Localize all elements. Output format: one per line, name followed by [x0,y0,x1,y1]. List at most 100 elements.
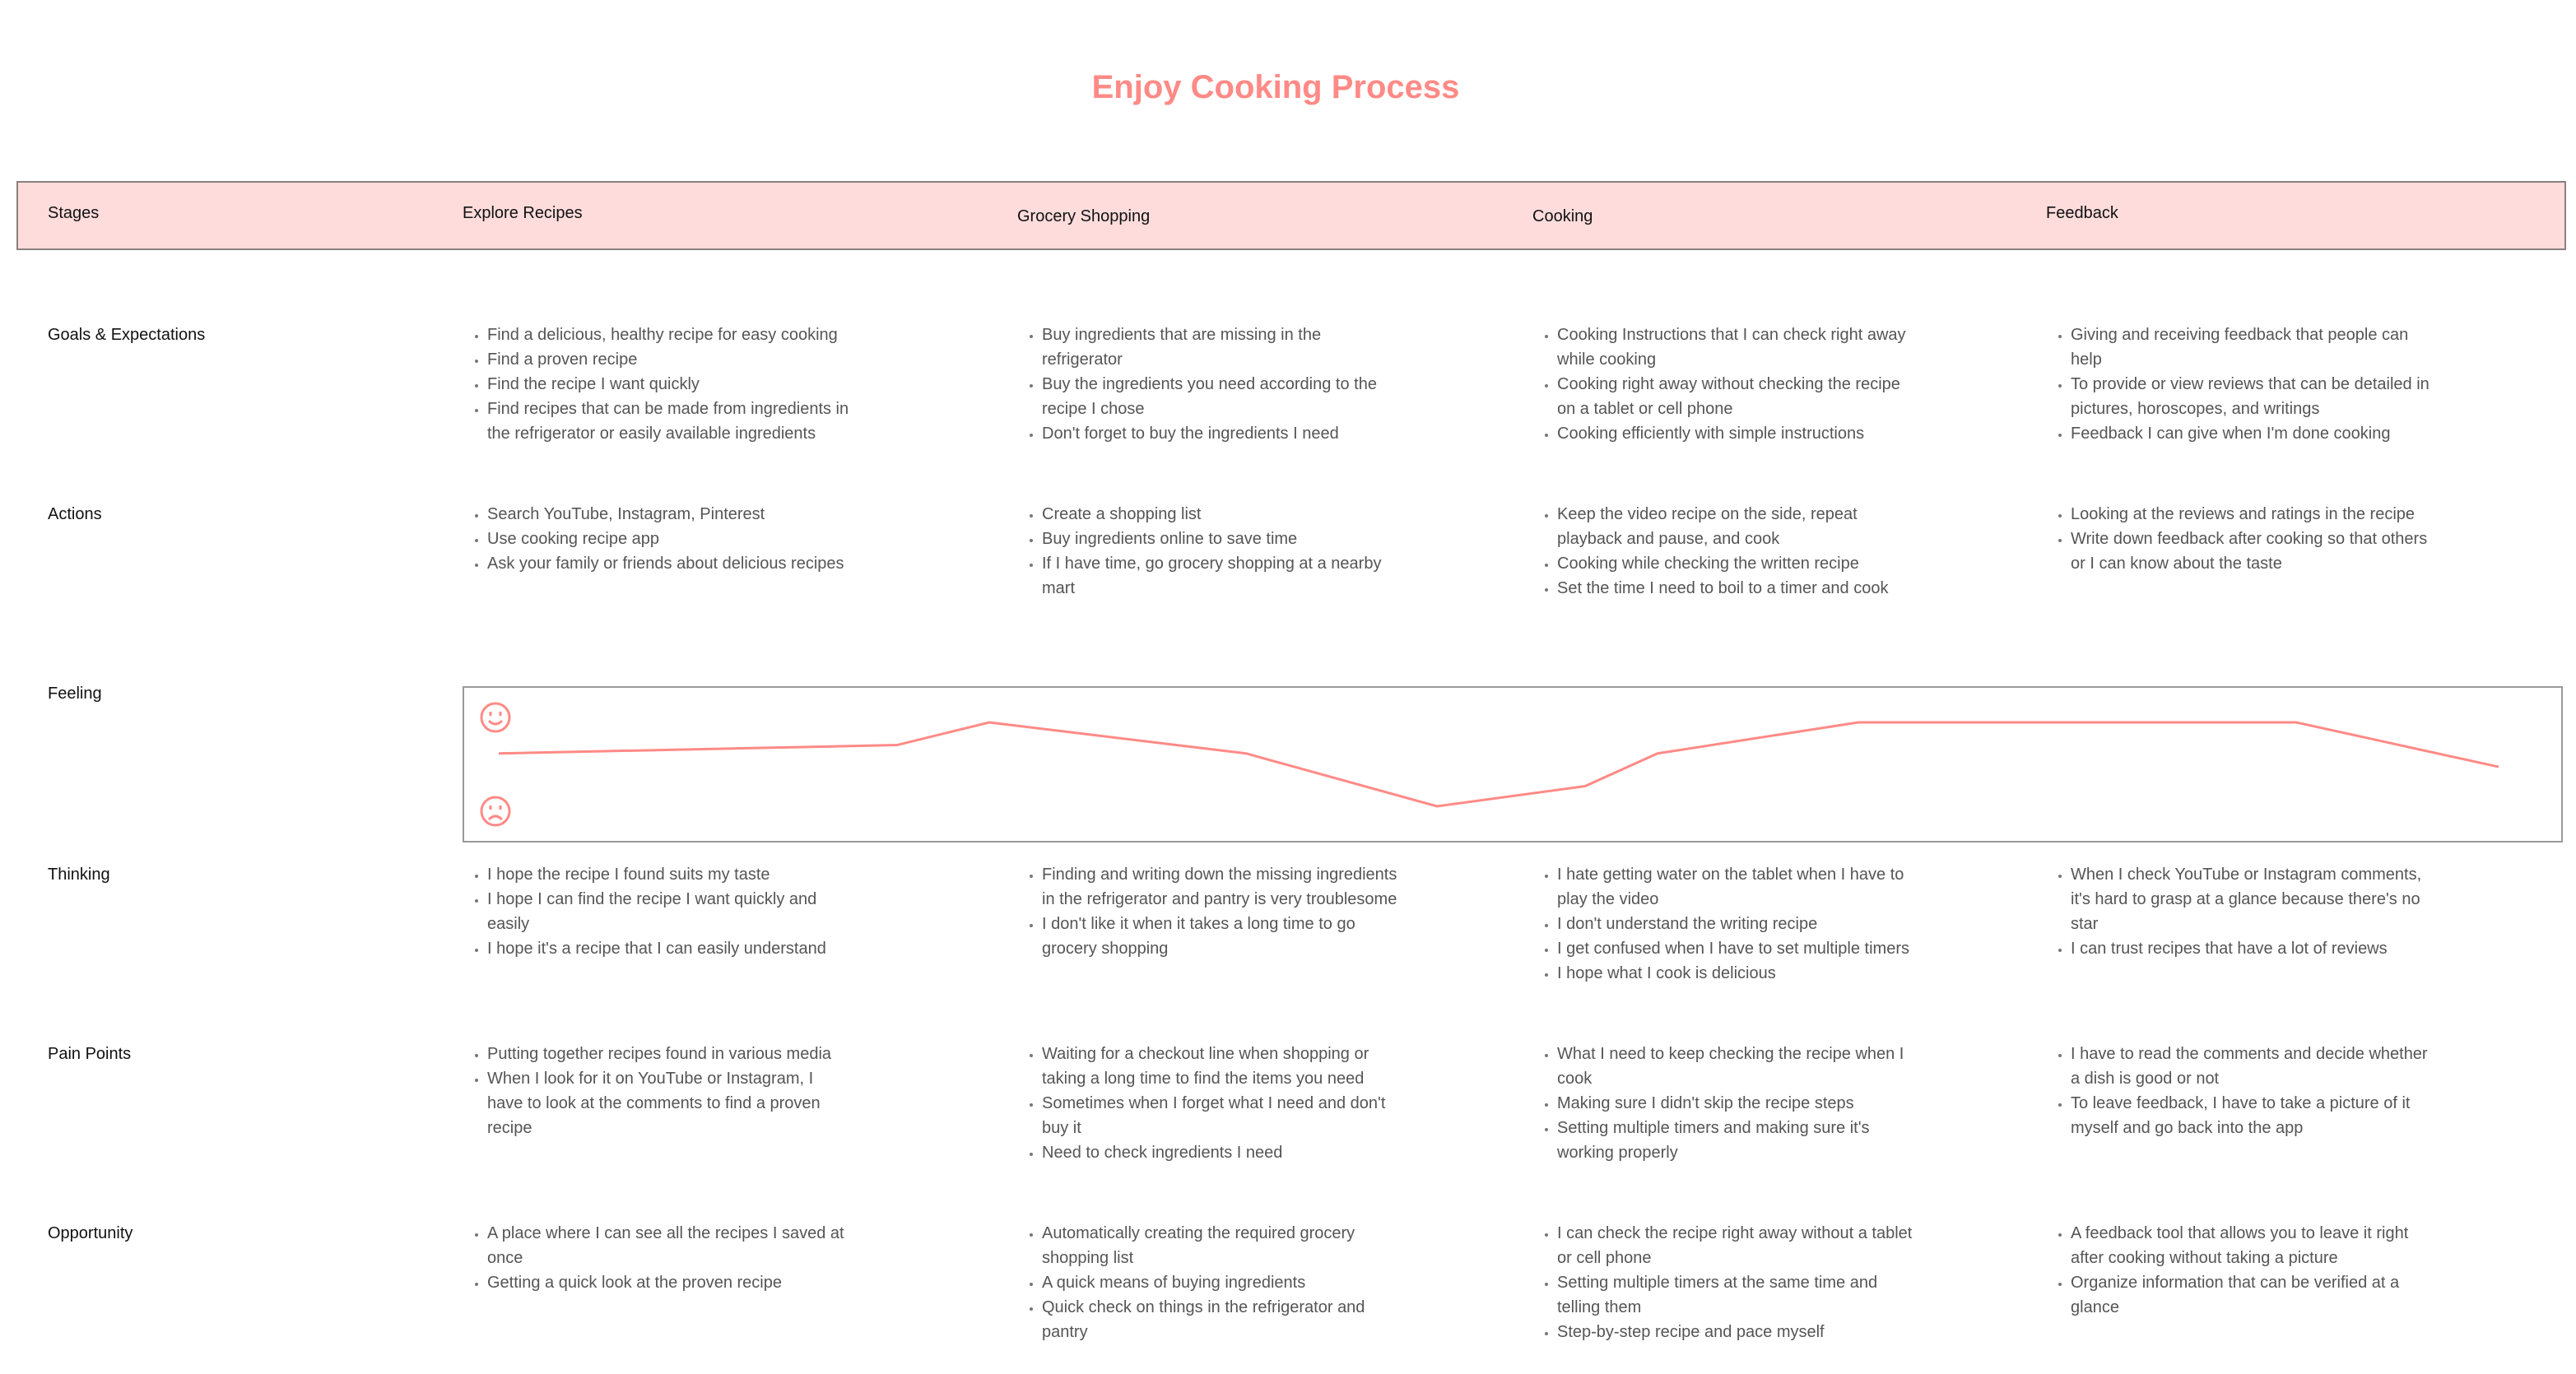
bullet-list: Giving and receiving feedback that peopl… [2046,323,2433,446]
list-item: I can trust recipes that have a lot of r… [2071,936,2433,961]
list-item: Feedback I can give when I'm done cookin… [2071,421,2433,446]
list-item: Don't forget to buy the ingredients I ne… [1042,421,1404,446]
list-item: Cooking right away without checking the … [1557,372,1919,421]
list-item: Quick check on things in the refrigerato… [1042,1295,1404,1344]
bullet-list: A place where I can see all the recipes … [463,1221,849,1295]
list-item: I hope what I cook is delicious [1557,961,1919,986]
row-label: Feeling [48,685,102,703]
list-item: I don't understand the writing recipe [1557,912,1919,936]
bullet-list: Buy ingredients that are missing in the … [1017,323,1404,446]
bullet-list: Find a delicious, healthy recipe for eas… [463,323,849,446]
stage-explore-recipes: Explore Recipes [463,204,583,222]
stage-cell: Giving and receiving feedback that peopl… [2046,323,2433,446]
bullet-list: Looking at the reviews and ratings in th… [2046,502,2433,576]
list-item: Giving and receiving feedback that peopl… [2071,323,2433,372]
list-item: I have to read the comments and decide w… [2071,1042,2433,1091]
stage-cell: A feedback tool that allows you to leave… [2046,1221,2433,1320]
list-item: To provide or view reviews that can be d… [2071,372,2433,421]
feeling-line [498,721,2499,808]
list-item: Sometimes when I forget what I need and … [1042,1091,1404,1140]
bullet-list: A feedback tool that allows you to leave… [2046,1221,2433,1320]
page-title: Enjoy Cooking Process [1091,69,1460,105]
list-item: I don't like it when it takes a long tim… [1042,912,1404,961]
list-item: Step-by-step recipe and pace myself [1557,1320,1919,1344]
smile-icon [480,702,511,733]
stages-header: Stages Explore Recipes Grocery Shopping … [16,181,2566,250]
list-item: Find the recipe I want quickly [487,372,849,397]
list-item: Setting multiple timers and making sure … [1557,1116,1919,1165]
list-item: Setting multiple timers at the same time… [1557,1270,1919,1320]
bullet-list: Putting together recipes found in variou… [463,1042,849,1140]
bullet-list: I hope the recipe I found suits my taste… [463,862,849,961]
list-item: Set the time I need to boil to a timer a… [1557,576,1919,601]
stage-cell: Search YouTube, Instagram, PinterestUse … [463,502,849,576]
list-item: Cooking efficiently with simple instruct… [1557,421,1919,446]
stage-cell: Cooking Instructions that I can check ri… [1532,323,1919,446]
list-item: Find recipes that can be made from ingre… [487,397,849,446]
list-item: Buy the ingredients you need according t… [1042,372,1404,421]
list-item: If I have time, go grocery shopping at a… [1042,551,1404,601]
stage-cell: Buy ingredients that are missing in the … [1017,323,1404,446]
list-item: I hope I can find the recipe I want quic… [487,887,849,936]
list-item: Cooking Instructions that I can check ri… [1557,323,1919,372]
bullet-list: When I check YouTube or Instagram commen… [2046,862,2433,961]
stage-feedback: Feedback [2046,204,2118,222]
list-item: Use cooking recipe app [487,527,849,551]
stage-cell: Automatically creating the required groc… [1017,1221,1404,1344]
bullet-list: Create a shopping listBuy ingredients on… [1017,502,1404,601]
stage-cooking: Cooking [1532,207,1593,225]
bullet-list: I can check the recipe right away withou… [1532,1221,1919,1344]
stage-cell: Create a shopping listBuy ingredients on… [1017,502,1404,601]
stage-cell: Finding and writing down the missing ing… [1017,862,1404,961]
stage-grocery-shopping: Grocery Shopping [1017,207,1151,225]
row-label: Actions [48,505,102,523]
frown-icon [480,796,511,827]
list-item: Waiting for a checkout line when shoppin… [1042,1042,1404,1091]
stage-cell: Putting together recipes found in variou… [463,1042,849,1140]
bullet-list: What I need to keep checking the recipe … [1532,1042,1919,1165]
stage-cell: Keep the video recipe on the side, repea… [1532,502,1919,601]
stage-cell: A place where I can see all the recipes … [463,1221,849,1295]
bullet-list: Search YouTube, Instagram, PinterestUse … [463,502,849,576]
stage-cell: Looking at the reviews and ratings in th… [2046,502,2433,576]
list-item: Buy ingredients online to save time [1042,527,1404,551]
stage-cell: Waiting for a checkout line when shoppin… [1017,1042,1404,1165]
stage-cell: When I check YouTube or Instagram commen… [2046,862,2433,961]
list-item: Need to check ingredients I need [1042,1140,1404,1165]
list-item: Create a shopping list [1042,502,1404,527]
list-item: I hate getting water on the tablet when … [1557,862,1919,912]
list-item: Organize information that can be verifie… [2071,1270,2433,1320]
stage-cell: I can check the recipe right away withou… [1532,1221,1919,1344]
stage-cell: Find a delicious, healthy recipe for eas… [463,323,849,446]
list-item: When I look for it on YouTube or Instagr… [487,1066,849,1140]
stage-cell: I hope the recipe I found suits my taste… [463,862,849,961]
stage-cell: I hate getting water on the tablet when … [1532,862,1919,986]
stages-label: Stages [48,204,100,222]
stage-cell: I have to read the comments and decide w… [2046,1042,2433,1140]
bullet-list: Finding and writing down the missing ing… [1017,862,1404,961]
list-item: I hope the recipe I found suits my taste [487,862,849,887]
list-item: I can check the recipe right away withou… [1557,1221,1919,1270]
list-item: I hope it's a recipe that I can easily u… [487,936,849,961]
bullet-list: I hate getting water on the tablet when … [1532,862,1919,986]
list-item: Looking at the reviews and ratings in th… [2071,502,2433,527]
list-item: A place where I can see all the recipes … [487,1221,849,1270]
list-item: Buy ingredients that are missing in the … [1042,323,1404,372]
row-label: Pain Points [48,1045,132,1063]
list-item: Write down feedback after cooking so tha… [2071,527,2433,576]
list-item: A feedback tool that allows you to leave… [2071,1221,2433,1270]
list-item: Automatically creating the required groc… [1042,1221,1404,1270]
list-item: Getting a quick look at the proven recip… [487,1270,849,1295]
list-item: Search YouTube, Instagram, Pinterest [487,502,849,527]
feeling-chart [463,686,2563,843]
row-label: Thinking [48,866,110,884]
list-item: Find a proven recipe [487,347,849,372]
list-item: Finding and writing down the missing ing… [1042,862,1404,912]
row-label: Goals & Expectations [48,326,206,344]
list-item: Cooking while checking the written recip… [1557,551,1919,576]
stage-cell: What I need to keep checking the recipe … [1532,1042,1919,1165]
list-item: To leave feedback, I have to take a pict… [2071,1091,2433,1140]
bullet-list: I have to read the comments and decide w… [2046,1042,2433,1140]
list-item: Ask your family or friends about delicio… [487,551,849,576]
